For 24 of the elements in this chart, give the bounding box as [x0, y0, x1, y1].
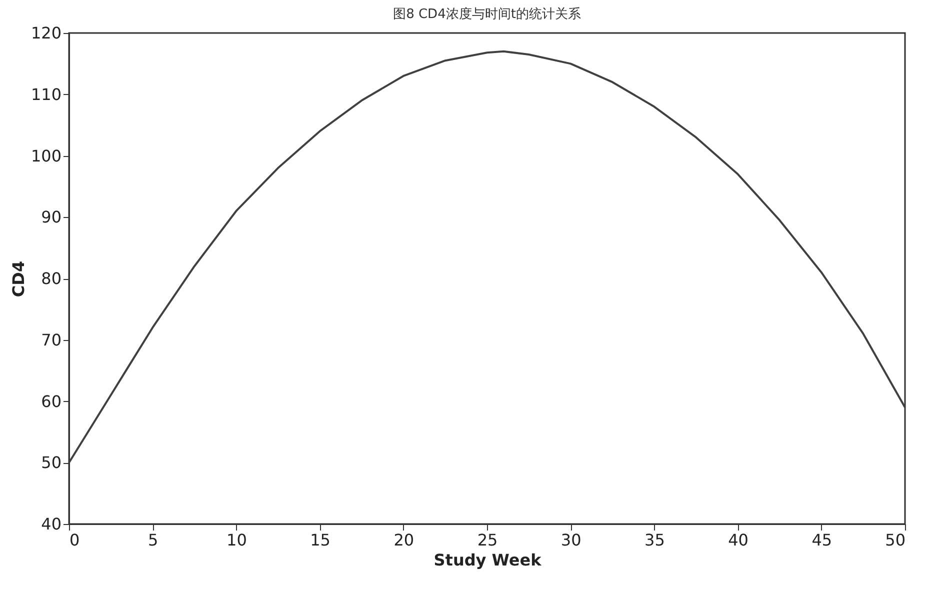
x-tick-label: 25: [477, 530, 498, 550]
x-axis-title: Study Week: [434, 550, 542, 570]
x-tick-label: 0: [70, 530, 80, 550]
chart-title: 图8 CD4浓度与时间t的统计关系: [393, 6, 581, 22]
x-tick-label: 35: [644, 530, 665, 550]
x-tick-label: 15: [310, 530, 330, 550]
y-tick-label: 100: [30, 146, 62, 166]
y-tick-label: 70: [41, 330, 62, 350]
x-tick-label: 45: [812, 530, 832, 550]
y-tick-label: 40: [41, 514, 62, 534]
y-tick-label: 50: [41, 453, 62, 472]
y-tick-label: 90: [41, 208, 62, 227]
y-tick-label: 110: [30, 84, 62, 104]
x-tick-label: 50: [885, 530, 906, 550]
y-tick-label: 80: [41, 269, 62, 288]
x-tick-label: 20: [394, 530, 414, 550]
x-tick-label: 10: [226, 530, 247, 550]
x-tick-label: 30: [560, 530, 582, 550]
y-axis-title: CD4: [8, 260, 28, 298]
line-series: [68, 50, 906, 464]
y-tick-label: 60: [41, 392, 62, 411]
y-tick-label: 120: [30, 24, 62, 42]
x-tick-label: 40: [728, 530, 748, 550]
x-tick-label: 5: [148, 530, 158, 550]
